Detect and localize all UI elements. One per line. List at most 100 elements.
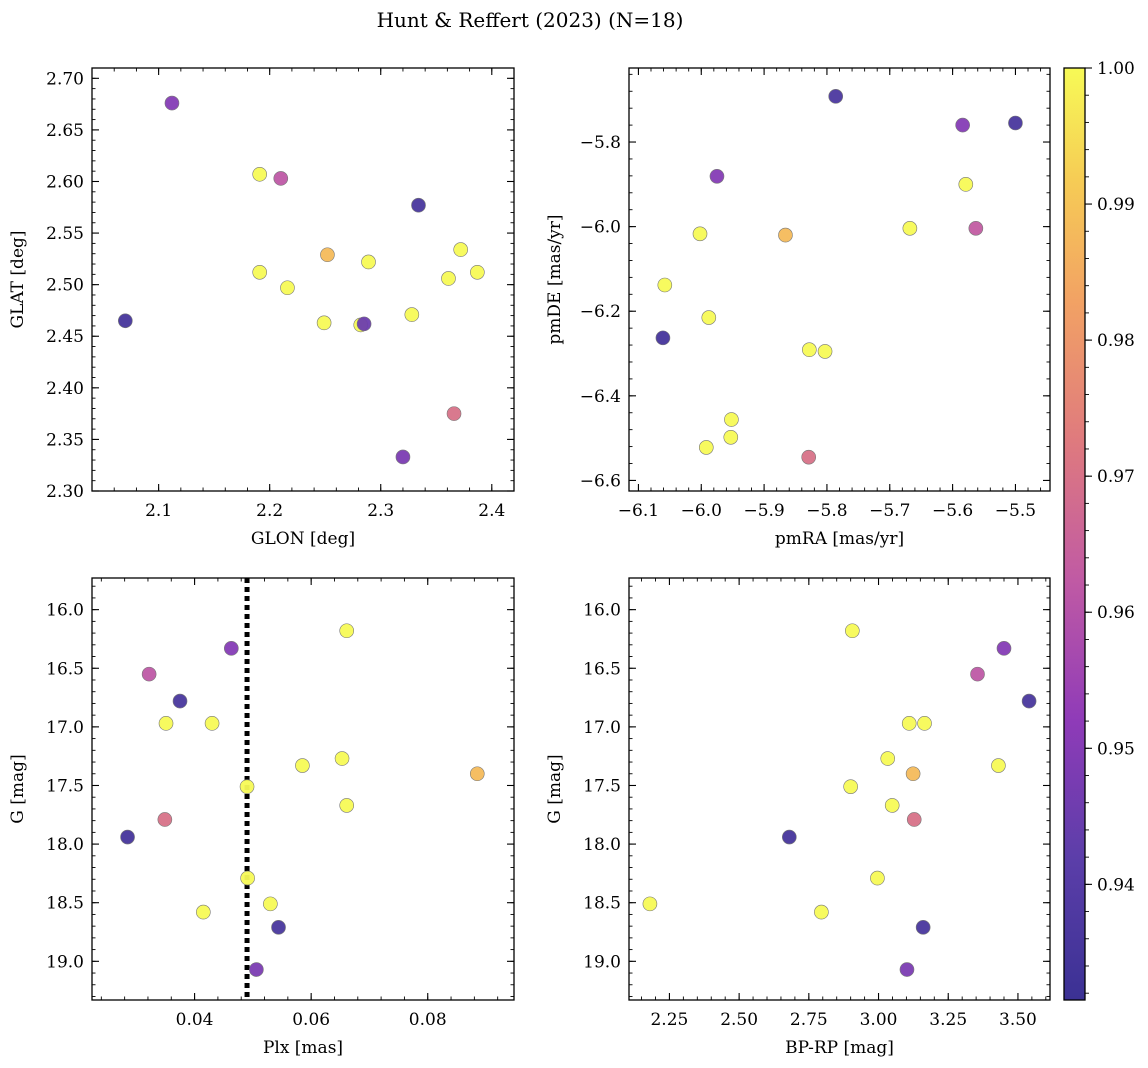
data-point bbox=[240, 870, 255, 886]
data-point bbox=[411, 197, 426, 213]
points bbox=[642, 623, 1037, 977]
data-point bbox=[120, 829, 135, 845]
data-point bbox=[295, 758, 310, 773]
y-tick-label: 2.60 bbox=[46, 172, 84, 192]
axes-frame bbox=[628, 577, 1051, 1001]
x-tick-label: 2.25 bbox=[650, 1010, 688, 1030]
y-tick-label: 16.5 bbox=[583, 659, 621, 679]
data-point bbox=[157, 812, 173, 827]
data-point bbox=[701, 310, 717, 325]
y-tick-label: 19.0 bbox=[46, 952, 84, 972]
colorbar-tick-label: 0.96 bbox=[1097, 603, 1135, 623]
panel-plx_g: 0.04 0.06 0.08 16.0 16.5 17.0 17.5 18.0 18.5 19.0… bbox=[8, 577, 515, 1058]
data-point bbox=[361, 254, 376, 270]
figure-title: Hunt & Reffert (2023) (N=18) bbox=[377, 8, 684, 32]
colorbar-tick-label: 0.97 bbox=[1097, 467, 1135, 487]
data-point bbox=[991, 758, 1006, 773]
axes-frame bbox=[91, 577, 515, 1001]
data-point bbox=[958, 177, 974, 192]
y-tick-label: −5.8 bbox=[580, 133, 621, 153]
colorbar-tick-label: 0.98 bbox=[1097, 331, 1135, 351]
data-point bbox=[1021, 693, 1037, 709]
y-tick-label: 16.0 bbox=[583, 601, 621, 621]
minor-ticks bbox=[92, 578, 514, 1000]
data-point bbox=[404, 307, 420, 322]
data-point bbox=[470, 264, 485, 280]
colorbar-tick-label: 0.99 bbox=[1097, 195, 1135, 215]
data-point bbox=[271, 920, 286, 935]
x-axis-label: pmRA [mas/yr] bbox=[775, 529, 904, 549]
colorbar-tick-label: 0.94 bbox=[1097, 875, 1135, 895]
y-tick-label: 18.5 bbox=[583, 894, 621, 914]
x-tick-label: −5.8 bbox=[806, 501, 847, 521]
data-point bbox=[968, 221, 984, 236]
data-point bbox=[1008, 115, 1023, 131]
x-tick-label: 3.50 bbox=[999, 1010, 1037, 1030]
x-tick-label: 2.2 bbox=[256, 501, 283, 521]
data-point bbox=[902, 221, 918, 236]
data-point bbox=[252, 166, 267, 182]
y-tick-label: −6.0 bbox=[580, 218, 621, 238]
x-tick-label: −5.9 bbox=[743, 501, 784, 521]
y-tick-label: 16.5 bbox=[46, 659, 84, 679]
data-point bbox=[828, 89, 844, 104]
x-axis-label: GLON [deg] bbox=[251, 529, 355, 549]
y-tick-label: 18.5 bbox=[46, 894, 84, 914]
y-tick-label: 17.0 bbox=[583, 718, 621, 738]
data-point bbox=[441, 271, 456, 286]
x-tick-label: 3.25 bbox=[929, 1010, 967, 1030]
data-point bbox=[778, 227, 793, 243]
x-tick-label: 2.50 bbox=[720, 1010, 758, 1030]
panels: 2.1 2.2 2.3 2.4 2.30 2.35 2.40 2.45 2.50 2.55 2.60… bbox=[8, 67, 1051, 1058]
x-tick-label: −5.5 bbox=[995, 501, 1036, 521]
data-point bbox=[723, 429, 739, 445]
data-point bbox=[249, 962, 264, 977]
data-point bbox=[204, 716, 220, 731]
data-point bbox=[955, 117, 970, 133]
data-point bbox=[906, 812, 922, 827]
data-point bbox=[655, 330, 671, 346]
data-point bbox=[141, 666, 157, 682]
data-point bbox=[469, 766, 485, 782]
x-tick-label: −6.1 bbox=[618, 501, 659, 521]
data-point bbox=[280, 280, 295, 296]
data-point bbox=[172, 693, 188, 709]
data-point bbox=[252, 264, 267, 280]
data-point bbox=[802, 342, 817, 358]
y-tick-label: 2.40 bbox=[46, 379, 84, 399]
data-point bbox=[782, 829, 797, 845]
axes-frame bbox=[628, 67, 1051, 492]
data-point bbox=[320, 247, 335, 263]
colorbar-tick-label: 1.00 bbox=[1097, 59, 1135, 79]
data-point bbox=[884, 798, 900, 813]
panel-cmd: 2.25 2.50 2.75 3.00 3.25 3.50 16.0 16.5 17.0 17.5… bbox=[545, 577, 1051, 1058]
data-point bbox=[692, 226, 708, 242]
y-axis-label: pmDE [mas/yr] bbox=[545, 214, 565, 344]
data-point bbox=[709, 168, 725, 184]
y-tick-label: 2.35 bbox=[46, 430, 84, 450]
y-tick-label: 18.0 bbox=[46, 835, 84, 855]
data-point bbox=[814, 904, 829, 920]
x-tick-label: 2.3 bbox=[367, 501, 394, 521]
data-point bbox=[196, 904, 211, 920]
y-tick-label: 19.0 bbox=[583, 952, 621, 972]
data-point bbox=[870, 870, 885, 886]
points bbox=[655, 89, 1023, 465]
data-point bbox=[339, 798, 355, 813]
y-tick-label: 2.70 bbox=[46, 69, 84, 89]
panel-glon_glat: 2.1 2.2 2.3 2.4 2.30 2.35 2.40 2.45 2.50 2.55 2.60… bbox=[8, 67, 515, 549]
data-point bbox=[970, 666, 985, 682]
data-point bbox=[263, 896, 278, 912]
x-tick-label: 2.4 bbox=[478, 501, 505, 521]
data-point bbox=[657, 277, 673, 293]
x-tick-label: 0.08 bbox=[409, 1010, 447, 1030]
panel-pm: −6.1 −6.0 −5.9 −5.8 −5.7 −5.6 −5.5 −6.6 −6.4 −6.2… bbox=[545, 67, 1051, 549]
data-point bbox=[996, 641, 1012, 656]
data-point bbox=[843, 779, 858, 794]
colorbar-gradient bbox=[1064, 68, 1085, 1000]
data-point bbox=[164, 95, 180, 111]
y-tick-label: 17.5 bbox=[46, 776, 84, 796]
x-axis-label: Plx [mas] bbox=[263, 1038, 343, 1058]
y-tick-label: 18.0 bbox=[583, 835, 621, 855]
